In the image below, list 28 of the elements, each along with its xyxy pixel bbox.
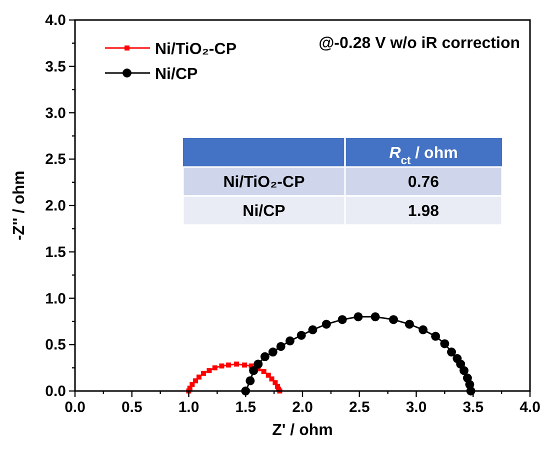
x-tick-label: 2.0 — [292, 399, 313, 416]
y-tick-label: 0.5 — [45, 336, 66, 354]
legend-label: Ni/CP — [155, 66, 198, 83]
x-tick-label: 2.5 — [348, 399, 370, 416]
y-tick-label: 1.5 — [45, 244, 66, 261]
y-tick-label: 2.0 — [45, 198, 66, 214]
y-tick-label: 3.5 — [45, 58, 66, 76]
legend-label: Ni/TiO₂-CP — [155, 41, 237, 58]
y-tick-label: 3.0 — [45, 104, 66, 122]
annotation: R$_{ct}$ / ohm — [389, 145, 458, 167]
y-axis-title: -Z'' / ohm — [11, 170, 28, 240]
y-tick-label: 4.0 — [45, 12, 66, 29]
x-tick-label: 4.0 — [520, 399, 540, 416]
annotation: Ni/CP — [242, 203, 286, 220]
x-tick-label: 1.5 — [235, 399, 256, 416]
x-tick-label: 0.0 — [64, 399, 86, 416]
x-tick-label: 0.5 — [121, 399, 142, 416]
y-tick-label: 2.5 — [45, 151, 66, 168]
y-tick-label: 1.0 — [45, 290, 66, 308]
x-tick-label: 3.0 — [406, 399, 427, 416]
annotation: Ni/TiO₂-CP — [223, 174, 306, 191]
y-tick-label: 0.0 — [45, 383, 66, 400]
x-axis-title: Z' / ohm — [272, 422, 333, 439]
annotation: 1.98 — [408, 203, 440, 220]
annotation: 0.76 — [408, 174, 440, 191]
x-tick-label: 3.5 — [462, 399, 484, 416]
x-tick-label: 1.0 — [178, 399, 200, 416]
annotation: @-0.28 V w/o iR correction — [318, 35, 520, 52]
